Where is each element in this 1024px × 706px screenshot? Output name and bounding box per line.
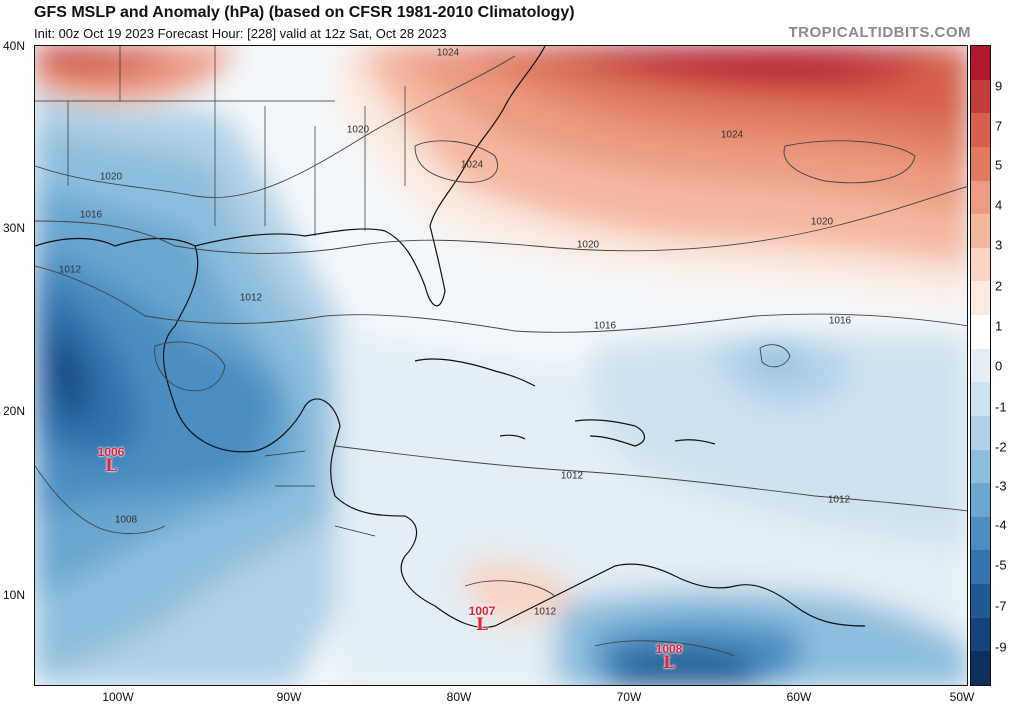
colorbar-segment [971, 79, 990, 114]
isobar-label: 1012 [533, 606, 557, 618]
colorbar-segment [971, 46, 990, 81]
lat-label-20n: 20N [3, 404, 26, 418]
state-borders [35, 46, 406, 537]
isobar-label: 1016 [593, 320, 617, 332]
negative-anomaly-field [35, 86, 967, 685]
colorbar-label: -5 [995, 557, 1007, 573]
colorbar-label: 0 [995, 358, 1003, 374]
colorbar-segment [971, 113, 990, 148]
colorbar-segment [971, 247, 990, 282]
isobar-label: 1016 [79, 209, 103, 221]
isobar-label: 1012 [239, 292, 263, 304]
colorbar-segment [971, 281, 990, 316]
colorbar-segment [971, 449, 990, 484]
brand-watermark[interactable]: TROPICALTIDBITS.COM [788, 24, 971, 41]
colorbar-segment [971, 550, 990, 585]
lon-label-50w: 50W [949, 690, 975, 704]
isobar-label: 1020 [810, 216, 834, 228]
isobar-label: 1020 [576, 239, 600, 251]
colorbar-label: -9 [995, 639, 1007, 655]
isobar-label: 1016 [828, 315, 852, 327]
colorbar-segment [971, 483, 990, 518]
isobar-label: 1008 [114, 514, 138, 526]
colorbar [970, 45, 991, 686]
isobar-label: 1024 [720, 129, 744, 141]
colorbar-label: 7 [995, 118, 1003, 134]
isobar-label: 1024 [436, 47, 460, 59]
colorbar-label: -4 [995, 517, 1007, 533]
isobar-label: 1024 [460, 159, 484, 171]
colorbar-segment [971, 584, 990, 619]
isobar-label: 1012 [827, 494, 851, 506]
colorbar-label: 4 [995, 197, 1003, 213]
low-symbol: L [663, 653, 675, 673]
colorbar-segment [971, 516, 990, 551]
lon-label-100w: 100W [102, 690, 134, 704]
colorbar-segment [971, 214, 990, 249]
map-subtitle: Init: 00z Oct 19 2023 Forecast Hour: [22… [34, 26, 447, 41]
map-canvas [35, 46, 967, 685]
colorbar-label: 2 [995, 278, 1003, 294]
isobar-label: 1012 [58, 264, 82, 276]
lon-label-60w: 60W [786, 690, 812, 704]
low-pressure-marker: 1007 L [469, 605, 496, 634]
colorbar-label: -3 [995, 478, 1007, 494]
lon-label-90w: 90W [276, 690, 302, 704]
colorbar-segment [971, 315, 990, 350]
colorbar-segment [971, 180, 990, 215]
colorbar-label: -7 [995, 598, 1007, 614]
lat-label-30n: 30N [3, 221, 26, 235]
colorbar-segment [971, 651, 990, 686]
lon-label-80w: 80W [446, 690, 472, 704]
low-symbol: L [476, 615, 488, 635]
colorbar-segment [971, 617, 990, 652]
isobar-label: 1020 [99, 171, 123, 183]
colorbar-label: 1 [995, 318, 1003, 334]
colorbar-segment [971, 382, 990, 417]
lon-label-70w: 70W [616, 690, 642, 704]
positive-anomaly-field [35, 46, 967, 306]
colorbar-label: -1 [995, 399, 1007, 415]
colorbar-label: 3 [995, 237, 1003, 253]
low-pressure-value: 1007 [468, 604, 496, 618]
colorbar-label: 9 [995, 78, 1003, 94]
low-symbol: L [105, 456, 117, 476]
lat-label-10n: 10N [3, 588, 26, 602]
isobar-label: 1012 [560, 470, 584, 482]
anomaly-map: 1024 1024 1024 1020 1020 1020 1020 1016 … [34, 45, 968, 686]
colorbar-segment [971, 415, 990, 451]
low-pressure-value: 1008 [655, 642, 683, 656]
isobars [35, 55, 967, 657]
colorbar-label: 5 [995, 157, 1003, 173]
low-pressure-value: 1006 [97, 445, 125, 459]
isobar-label: 1020 [346, 124, 370, 136]
lat-label-40n: 40N [3, 39, 26, 53]
colorbar-segment [971, 146, 990, 182]
low-pressure-marker: 1006 L [98, 446, 125, 475]
colorbar-segment [971, 348, 990, 383]
map-title: GFS MSLP and Anomaly (hPa) (based on CFS… [34, 4, 575, 21]
colorbar-label: -2 [995, 439, 1007, 455]
low-pressure-marker: 1008 L [656, 643, 683, 672]
